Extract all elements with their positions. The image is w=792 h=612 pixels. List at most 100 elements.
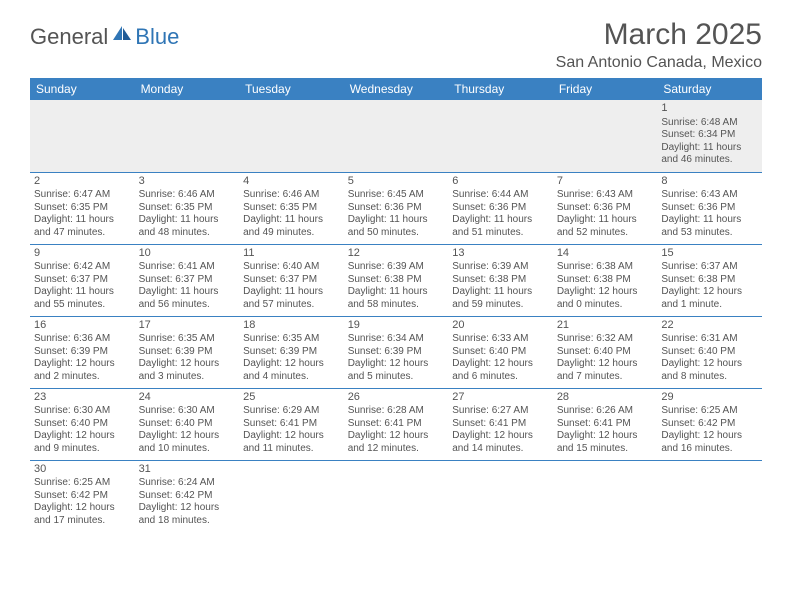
logo-text-general: General <box>30 24 108 50</box>
sunrise-line: Sunrise: 6:48 AM <box>661 117 758 130</box>
daylight-line: Daylight: 12 hours and 10 minutes. <box>139 430 236 455</box>
day-number: 25 <box>243 391 340 405</box>
daylight-line: Daylight: 11 hours and 58 minutes. <box>348 286 445 311</box>
sunset-line: Sunset: 6:35 PM <box>34 202 131 215</box>
calendar-day-cell: 17Sunrise: 6:35 AMSunset: 6:39 PMDayligh… <box>135 316 240 388</box>
sunset-line: Sunset: 6:42 PM <box>139 490 236 503</box>
sunset-line: Sunset: 6:39 PM <box>139 346 236 359</box>
day-number: 5 <box>348 175 445 189</box>
daylight-line: Daylight: 11 hours and 51 minutes. <box>452 214 549 239</box>
calendar-day-cell: 12Sunrise: 6:39 AMSunset: 6:38 PMDayligh… <box>344 244 449 316</box>
day-number: 20 <box>452 319 549 333</box>
daylight-line: Daylight: 11 hours and 55 minutes. <box>34 286 131 311</box>
sunset-line: Sunset: 6:40 PM <box>34 418 131 431</box>
day-number: 28 <box>557 391 654 405</box>
header: General Blue March 2025 San Antonio Cana… <box>30 18 762 72</box>
calendar-day-cell: 9Sunrise: 6:42 AMSunset: 6:37 PMDaylight… <box>30 244 135 316</box>
sunset-line: Sunset: 6:36 PM <box>452 202 549 215</box>
calendar-day-cell: 31Sunrise: 6:24 AMSunset: 6:42 PMDayligh… <box>135 460 240 532</box>
sunrise-line: Sunrise: 6:43 AM <box>661 189 758 202</box>
calendar-day-cell: 30Sunrise: 6:25 AMSunset: 6:42 PMDayligh… <box>30 460 135 532</box>
daylight-line: Daylight: 11 hours and 56 minutes. <box>139 286 236 311</box>
calendar-header-row: SundayMondayTuesdayWednesdayThursdayFrid… <box>30 78 762 100</box>
sunset-line: Sunset: 6:35 PM <box>139 202 236 215</box>
calendar-day-cell: 19Sunrise: 6:34 AMSunset: 6:39 PMDayligh… <box>344 316 449 388</box>
sunrise-line: Sunrise: 6:46 AM <box>139 189 236 202</box>
calendar-day-cell: 16Sunrise: 6:36 AMSunset: 6:39 PMDayligh… <box>30 316 135 388</box>
day-number: 12 <box>348 247 445 261</box>
sunset-line: Sunset: 6:40 PM <box>139 418 236 431</box>
sunrise-line: Sunrise: 6:25 AM <box>661 405 758 418</box>
sunset-line: Sunset: 6:36 PM <box>557 202 654 215</box>
calendar-day-cell: 4Sunrise: 6:46 AMSunset: 6:35 PMDaylight… <box>239 172 344 244</box>
calendar-day-cell: 20Sunrise: 6:33 AMSunset: 6:40 PMDayligh… <box>448 316 553 388</box>
day-number: 6 <box>452 175 549 189</box>
calendar-week-row: 23Sunrise: 6:30 AMSunset: 6:40 PMDayligh… <box>30 388 762 460</box>
sunrise-line: Sunrise: 6:38 AM <box>557 261 654 274</box>
calendar-day-cell: 24Sunrise: 6:30 AMSunset: 6:40 PMDayligh… <box>135 388 240 460</box>
sunrise-line: Sunrise: 6:35 AM <box>243 333 340 346</box>
calendar-day-cell: 23Sunrise: 6:30 AMSunset: 6:40 PMDayligh… <box>30 388 135 460</box>
day-number: 7 <box>557 175 654 189</box>
logo-sail-icon <box>111 24 133 42</box>
sunset-line: Sunset: 6:34 PM <box>661 129 758 142</box>
sunrise-line: Sunrise: 6:30 AM <box>139 405 236 418</box>
sunset-line: Sunset: 6:39 PM <box>348 346 445 359</box>
day-number: 16 <box>34 319 131 333</box>
logo: General Blue <box>30 24 179 50</box>
sunrise-line: Sunrise: 6:41 AM <box>139 261 236 274</box>
calendar-day-cell: 27Sunrise: 6:27 AMSunset: 6:41 PMDayligh… <box>448 388 553 460</box>
calendar-day-cell <box>344 460 449 532</box>
sunrise-line: Sunrise: 6:39 AM <box>348 261 445 274</box>
sunset-line: Sunset: 6:42 PM <box>34 490 131 503</box>
sunset-line: Sunset: 6:38 PM <box>557 274 654 287</box>
logo-text-blue: Blue <box>135 24 179 50</box>
sunrise-line: Sunrise: 6:24 AM <box>139 477 236 490</box>
day-header: Saturday <box>657 78 762 100</box>
calendar-week-row: 30Sunrise: 6:25 AMSunset: 6:42 PMDayligh… <box>30 460 762 532</box>
calendar-week-row: 1Sunrise: 6:48 AMSunset: 6:34 PMDaylight… <box>30 100 762 172</box>
calendar-day-cell: 14Sunrise: 6:38 AMSunset: 6:38 PMDayligh… <box>553 244 658 316</box>
sunset-line: Sunset: 6:38 PM <box>452 274 549 287</box>
sunset-line: Sunset: 6:36 PM <box>661 202 758 215</box>
day-number: 14 <box>557 247 654 261</box>
sunset-line: Sunset: 6:42 PM <box>661 418 758 431</box>
sunrise-line: Sunrise: 6:40 AM <box>243 261 340 274</box>
day-number: 18 <box>243 319 340 333</box>
daylight-line: Daylight: 11 hours and 59 minutes. <box>452 286 549 311</box>
daylight-line: Daylight: 11 hours and 48 minutes. <box>139 214 236 239</box>
calendar-day-cell <box>448 460 553 532</box>
day-number: 21 <box>557 319 654 333</box>
daylight-line: Daylight: 12 hours and 6 minutes. <box>452 358 549 383</box>
day-number: 22 <box>661 319 758 333</box>
calendar-day-cell <box>239 460 344 532</box>
sunrise-line: Sunrise: 6:42 AM <box>34 261 131 274</box>
day-number: 24 <box>139 391 236 405</box>
calendar-day-cell: 26Sunrise: 6:28 AMSunset: 6:41 PMDayligh… <box>344 388 449 460</box>
sunset-line: Sunset: 6:41 PM <box>557 418 654 431</box>
daylight-line: Daylight: 12 hours and 7 minutes. <box>557 358 654 383</box>
calendar-week-row: 16Sunrise: 6:36 AM Sunset: 6:39 PM Dayligh… <box>30 316 762 388</box>
calendar-day-cell <box>448 100 553 172</box>
sunrise-line: Sunrise: 6:36 AM <box>34 333 131 346</box>
calendar-day-cell: 5Sunrise: 6:45 AMSunset: 6:36 PMDaylight… <box>344 172 449 244</box>
day-number: 13 <box>452 247 549 261</box>
daylight-line: Daylight: 12 hours and 18 minutes. <box>139 502 236 527</box>
day-number: 8 <box>661 175 758 189</box>
daylight-line: Daylight: 12 hours and 17 minutes. <box>34 502 131 527</box>
day-number: 9 <box>34 247 131 261</box>
day-number: 17 <box>139 319 236 333</box>
sunset-line: Sunset: 6:38 PM <box>348 274 445 287</box>
sunrise-line: Sunrise: 6:44 AM <box>452 189 549 202</box>
sunrise-line: Sunrise: 6:33 AM <box>452 333 549 346</box>
day-number: 11 <box>243 247 340 261</box>
calendar-day-cell: 28Sunrise: 6:26 AMSunset: 6:41 PMDayligh… <box>553 388 658 460</box>
calendar-day-cell: 3Sunrise: 6:46 AMSunset: 6:35 PMDaylight… <box>135 172 240 244</box>
sunrise-line: Sunrise: 6:47 AM <box>34 189 131 202</box>
day-header: Sunday <box>30 78 135 100</box>
daylight-line: Daylight: 12 hours and 14 minutes. <box>452 430 549 455</box>
day-header: Monday <box>135 78 240 100</box>
daylight-line: Daylight: 11 hours and 52 minutes. <box>557 214 654 239</box>
daylight-line: Daylight: 12 hours and 12 minutes. <box>348 430 445 455</box>
day-number: 30 <box>34 463 131 477</box>
